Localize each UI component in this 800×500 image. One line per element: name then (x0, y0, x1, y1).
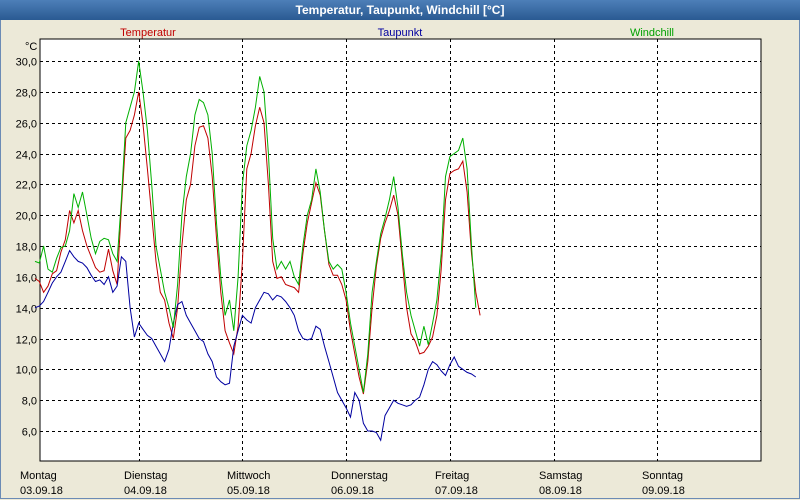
window-title: Temperatur, Taupunkt, Windchill [°C] (0, 0, 800, 20)
series-temperatur (34, 91, 481, 395)
x-date-label: 05.09.18 (227, 485, 270, 497)
y-tick-label: 10,0 (16, 365, 37, 377)
x-date-label: 03.09.18 (20, 485, 63, 497)
legend-taupunkt: Taupunkt (378, 27, 423, 39)
y-tick-label: 8,0 (22, 396, 37, 408)
y-axis: 6,0 8,0 10,0 12,0 14,0 16,0 18,0 20,0 22,0 24,0 26… (16, 57, 37, 439)
x-axis: Montag 03.09.18 Dienstag 04.09.18 Mittwoch 05… (20, 470, 685, 497)
x-date-label: 06.09.18 (331, 485, 374, 497)
plot-area (39, 38, 762, 462)
series-windchill (34, 60, 477, 393)
y-tick-label: 12,0 (16, 335, 37, 347)
y-tick-label: 24,0 (16, 150, 37, 162)
x-day-label: Dienstag (124, 470, 167, 482)
x-day-label: Freitag (435, 470, 469, 482)
x-day-label: Samstag (539, 470, 582, 482)
legend-temperatur: Temperatur (120, 27, 176, 39)
y-tick-label: 18,0 (16, 242, 37, 254)
x-day-label: Mittwoch (227, 470, 270, 482)
series-lines (34, 60, 481, 442)
legend-windchill: Windchill (630, 27, 674, 39)
y-tick-label: 28,0 (16, 88, 37, 100)
y-tick-label: 6,0 (22, 427, 37, 439)
x-day-label: Donnerstag (331, 470, 388, 482)
x-day-label: Sonntag (642, 470, 683, 482)
y-tick-label: 22,0 (16, 180, 37, 192)
y-tick-label: 26,0 (16, 119, 37, 131)
y-tick-label: 30,0 (16, 57, 37, 69)
y-axis-label: °C (25, 41, 37, 53)
y-tick-label: 20,0 (16, 211, 37, 223)
x-date-label: 08.09.18 (539, 485, 582, 497)
series-taupunkt (34, 249, 477, 442)
x-date-label: 09.09.18 (642, 485, 685, 497)
y-tick-label: 14,0 (16, 304, 37, 316)
x-date-label: 04.09.18 (124, 485, 167, 497)
x-date-label: 07.09.18 (435, 485, 478, 497)
y-tick-label: 16,0 (16, 273, 37, 285)
x-day-label: Montag (20, 470, 57, 482)
